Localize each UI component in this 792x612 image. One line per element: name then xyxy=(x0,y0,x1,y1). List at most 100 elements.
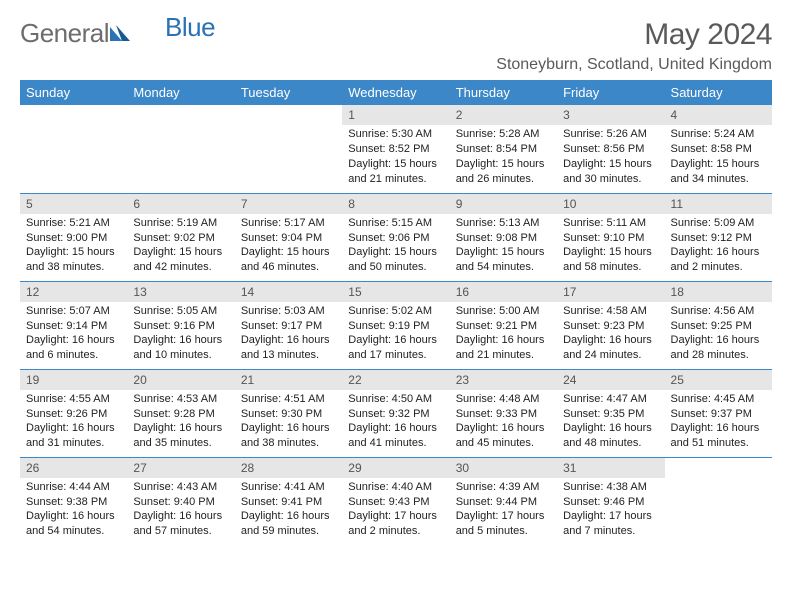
day-number: 19 xyxy=(20,370,127,390)
day-number: 31 xyxy=(557,458,664,478)
day-header: Tuesday xyxy=(235,80,342,105)
sunset-text: Sunset: 9:08 PM xyxy=(456,231,553,246)
calendar-day-cell: 13Sunrise: 5:05 AMSunset: 9:16 PMDayligh… xyxy=(127,281,234,369)
daylight-text-1: Daylight: 15 hours xyxy=(133,245,230,260)
day-number: 1 xyxy=(342,105,449,125)
day-details: Sunrise: 4:47 AMSunset: 9:35 PMDaylight:… xyxy=(557,390,664,453)
day-header: Wednesday xyxy=(342,80,449,105)
sunset-text: Sunset: 9:10 PM xyxy=(563,231,660,246)
sunset-text: Sunset: 9:14 PM xyxy=(26,319,123,334)
page-header: General Blue May 2024 Stoneyburn, Scotla… xyxy=(20,18,772,74)
calendar-day-cell: 17Sunrise: 4:58 AMSunset: 9:23 PMDayligh… xyxy=(557,281,664,369)
sunrise-text: Sunrise: 5:03 AM xyxy=(241,304,338,319)
day-details: Sunrise: 4:45 AMSunset: 9:37 PMDaylight:… xyxy=(665,390,772,453)
sunset-text: Sunset: 8:58 PM xyxy=(671,142,768,157)
calendar-day-cell: 31 Sunrise: 4:38 AMSunset: 9:46 PMDayligh… xyxy=(557,457,664,545)
daylight-text-2: and 45 minutes. xyxy=(456,436,553,451)
daylight-text-2: and 57 minutes. xyxy=(133,524,230,539)
sunset-text: Sunset: 9:41 PM xyxy=(241,495,338,510)
sunrise-text: Sunrise: 4:48 AM xyxy=(456,392,553,407)
daylight-text-2: and 2 minutes. xyxy=(348,524,445,539)
sunrise-text: Sunrise: 4:50 AM xyxy=(348,392,445,407)
day-number: 16 xyxy=(450,282,557,302)
logo-text-general: General xyxy=(20,18,109,49)
daylight-text-2: and 2 minutes. xyxy=(671,260,768,275)
calendar-day-cell: 14Sunrise: 5:03 AMSunset: 9:17 PMDayligh… xyxy=(235,281,342,369)
daylight-text-1: Daylight: 15 hours xyxy=(348,157,445,172)
sunrise-text: Sunrise: 5:05 AM xyxy=(133,304,230,319)
daylight-text-1: Daylight: 15 hours xyxy=(563,245,660,260)
calendar-day-cell: 30Sunrise: 4:39 AMSunset: 9:44 PMDayligh… xyxy=(450,457,557,545)
daylight-text-1: Daylight: 15 hours xyxy=(241,245,338,260)
daylight-text-2: and 42 minutes. xyxy=(133,260,230,275)
location-subtitle: Stoneyburn, Scotland, United Kingdom xyxy=(496,56,772,74)
day-number: 20 xyxy=(127,370,234,390)
day-number: 8 xyxy=(342,194,449,214)
calendar-week-row: 5Sunrise: 5:21 AMSunset: 9:00 PMDaylight… xyxy=(20,193,772,281)
day-details: Sunrise: 5:05 AMSunset: 9:16 PMDaylight:… xyxy=(127,302,234,365)
calendar-table: Sunday Monday Tuesday Wednesday Thursday… xyxy=(20,80,772,545)
daylight-text-1: Daylight: 16 hours xyxy=(348,421,445,436)
daylight-text-1: Daylight: 15 hours xyxy=(671,157,768,172)
day-number: 3 xyxy=(557,105,664,125)
daylight-text-2: and 41 minutes. xyxy=(348,436,445,451)
daylight-text-2: and 7 minutes. xyxy=(563,524,660,539)
daylight-text-2: and 5 minutes. xyxy=(456,524,553,539)
daylight-text-1: Daylight: 16 hours xyxy=(671,245,768,260)
sunset-text: Sunset: 9:37 PM xyxy=(671,407,768,422)
calendar-day-cell xyxy=(20,105,127,193)
day-details: Sunrise: 5:26 AMSunset: 8:56 PMDaylight:… xyxy=(557,125,664,188)
sunrise-text: Sunrise: 4:51 AM xyxy=(241,392,338,407)
day-details: Sunrise: 4:55 AMSunset: 9:26 PMDaylight:… xyxy=(20,390,127,453)
daylight-text-1: Daylight: 16 hours xyxy=(133,333,230,348)
sunset-text: Sunset: 9:21 PM xyxy=(456,319,553,334)
sunset-text: Sunset: 9:35 PM xyxy=(563,407,660,422)
daylight-text-1: Daylight: 17 hours xyxy=(563,509,660,524)
sunset-text: Sunset: 9:12 PM xyxy=(671,231,768,246)
calendar-day-cell xyxy=(665,457,772,545)
calendar-day-cell: 25Sunrise: 4:45 AMSunset: 9:37 PMDayligh… xyxy=(665,369,772,457)
day-details: Sunrise: 4:40 AMSunset: 9:43 PMDaylight:… xyxy=(342,478,449,541)
calendar-day-cell: 4Sunrise: 5:24 AMSunset: 8:58 PMDaylight… xyxy=(665,105,772,193)
sunrise-text: Sunrise: 5:11 AM xyxy=(563,216,660,231)
calendar-day-cell: 6Sunrise: 5:19 AMSunset: 9:02 PMDaylight… xyxy=(127,193,234,281)
sunset-text: Sunset: 8:56 PM xyxy=(563,142,660,157)
sunset-text: Sunset: 9:19 PM xyxy=(348,319,445,334)
sunrise-text: Sunrise: 4:38 AM xyxy=(563,480,660,495)
calendar-week-row: 26Sunrise: 4:44 AMSunset: 9:38 PMDayligh… xyxy=(20,457,772,545)
daylight-text-1: Daylight: 17 hours xyxy=(348,509,445,524)
calendar-day-cell: 24Sunrise: 4:47 AMSunset: 9:35 PMDayligh… xyxy=(557,369,664,457)
daylight-text-1: Daylight: 15 hours xyxy=(456,245,553,260)
day-details: Sunrise: 4:51 AMSunset: 9:30 PMDaylight:… xyxy=(235,390,342,453)
sunrise-text: Sunrise: 4:40 AM xyxy=(348,480,445,495)
sunset-text: Sunset: 9:38 PM xyxy=(26,495,123,510)
daylight-text-1: Daylight: 16 hours xyxy=(671,421,768,436)
day-details: Sunrise: 5:15 AMSunset: 9:06 PMDaylight:… xyxy=(342,214,449,277)
day-details: Sunrise: 4:43 AMSunset: 9:40 PMDaylight:… xyxy=(127,478,234,541)
calendar-day-cell: 15Sunrise: 5:02 AMSunset: 9:19 PMDayligh… xyxy=(342,281,449,369)
day-number: 7 xyxy=(235,194,342,214)
day-details: Sunrise: 5:28 AMSunset: 8:54 PMDaylight:… xyxy=(450,125,557,188)
daylight-text-2: and 48 minutes. xyxy=(563,436,660,451)
sunrise-text: Sunrise: 5:09 AM xyxy=(671,216,768,231)
sunrise-text: Sunrise: 4:55 AM xyxy=(26,392,123,407)
sunrise-text: Sunrise: 5:07 AM xyxy=(26,304,123,319)
daylight-text-1: Daylight: 16 hours xyxy=(671,333,768,348)
day-number: 11 xyxy=(665,194,772,214)
daylight-text-2: and 54 minutes. xyxy=(456,260,553,275)
daylight-text-2: and 59 minutes. xyxy=(241,524,338,539)
day-details: Sunrise: 5:09 AMSunset: 9:12 PMDaylight:… xyxy=(665,214,772,277)
calendar-day-cell: 28Sunrise: 4:41 AMSunset: 9:41 PMDayligh… xyxy=(235,457,342,545)
day-details: Sunrise: 4:53 AMSunset: 9:28 PMDaylight:… xyxy=(127,390,234,453)
sunrise-text: Sunrise: 5:00 AM xyxy=(456,304,553,319)
sunrise-text: Sunrise: 5:26 AM xyxy=(563,127,660,142)
daylight-text-2: and 21 minutes. xyxy=(456,348,553,363)
daylight-text-2: and 24 minutes. xyxy=(563,348,660,363)
daylight-text-2: and 50 minutes. xyxy=(348,260,445,275)
calendar-day-cell: 26Sunrise: 4:44 AMSunset: 9:38 PMDayligh… xyxy=(20,457,127,545)
sunset-text: Sunset: 9:16 PM xyxy=(133,319,230,334)
sunrise-text: Sunrise: 5:28 AM xyxy=(456,127,553,142)
daylight-text-1: Daylight: 16 hours xyxy=(348,333,445,348)
day-header: Monday xyxy=(127,80,234,105)
sunset-text: Sunset: 9:46 PM xyxy=(563,495,660,510)
